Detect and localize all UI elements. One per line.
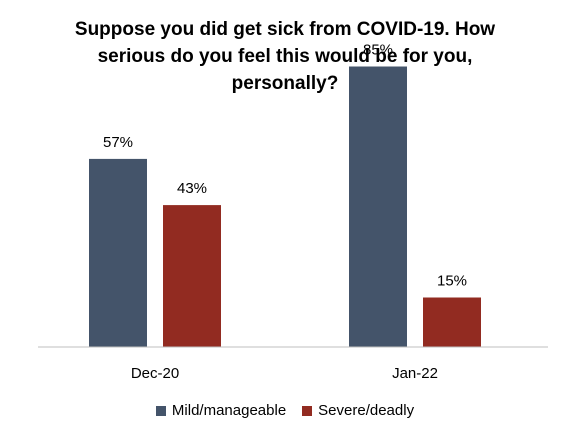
chart-title-line-3: personally? bbox=[231, 73, 339, 94]
data-label-mild-jan-22: 85% bbox=[363, 42, 393, 59]
data-label-mild-dec-20: 57% bbox=[103, 134, 133, 151]
chart-title: Suppose you did get sick from COVID-19. … bbox=[20, 16, 550, 97]
legend-swatch-severe bbox=[302, 405, 313, 416]
chart-title-line-2: serious do you feel this would be for yo… bbox=[97, 46, 473, 67]
legend-label-severe: Severe/deadly bbox=[318, 402, 415, 419]
x-tick-label-dec-20: Dec-20 bbox=[131, 365, 179, 382]
chart-legend: Mild/manageable Severe/deadly bbox=[0, 402, 570, 419]
x-tick-label-jan-22: Jan-22 bbox=[392, 365, 438, 382]
bar-mild-dec-20 bbox=[89, 158, 147, 347]
legend-item-severe: Severe/deadly bbox=[302, 402, 414, 419]
data-label-severe-dec-20: 43% bbox=[177, 180, 207, 197]
bar-severe-dec-20 bbox=[163, 205, 221, 347]
legend-swatch-mild bbox=[155, 405, 166, 416]
data-label-severe-jan-22: 15% bbox=[437, 273, 467, 290]
legend-label-mild: Mild/manageable bbox=[171, 402, 287, 419]
chart-title-line-1: Suppose you did get sick from COVID-19. … bbox=[74, 19, 496, 40]
legend-item-mild: Mild/manageable bbox=[155, 402, 287, 419]
bar-mild-jan-22 bbox=[349, 66, 407, 347]
bar-severe-jan-22 bbox=[423, 297, 481, 347]
